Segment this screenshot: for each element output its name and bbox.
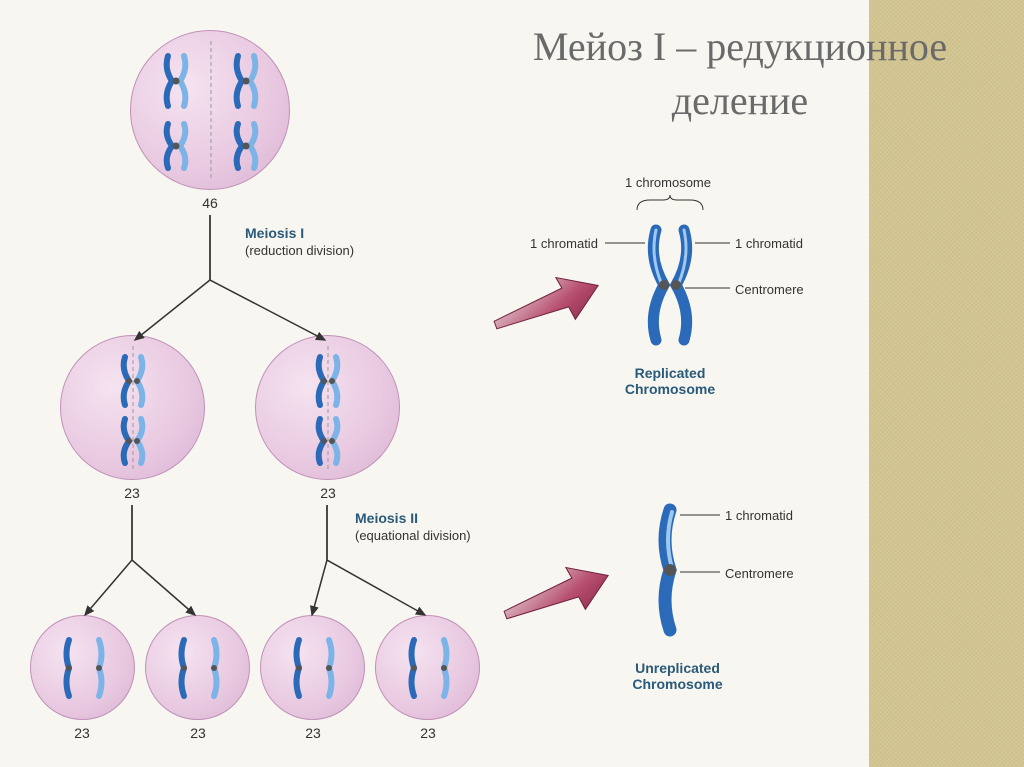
bottom-count-1: 23 <box>188 725 208 741</box>
mid-right-cell <box>255 335 400 480</box>
parent-cell <box>130 30 290 190</box>
bottom-count-0: 23 <box>72 725 92 741</box>
bottom-cell-3 <box>375 615 480 720</box>
bottom-cell-2 <box>260 615 365 720</box>
one-chromatid-left: 1 chromatid <box>530 236 598 251</box>
slide-title: Мейоз I – редукционное деление <box>520 20 960 128</box>
one-chromatid-single: 1 chromatid <box>725 508 793 523</box>
mid-right-count: 23 <box>318 485 338 501</box>
mid-left-cell <box>60 335 205 480</box>
unreplicated-title: Unreplicated Chromosome <box>610 660 745 692</box>
parent-count: 46 <box>200 195 220 211</box>
bottom-cell-0 <box>30 615 135 720</box>
replicated-chromosome-icon <box>610 210 730 360</box>
bottom-count-2: 23 <box>303 725 323 741</box>
mid-left-svg <box>61 336 206 481</box>
bracket-chromosome <box>635 195 705 215</box>
meiosis2-sub: (equational division) <box>355 528 471 543</box>
meiosis1-sub: (reduction division) <box>245 243 354 258</box>
centromere-label-1: Centromere <box>735 282 804 297</box>
mid-right-svg <box>256 336 401 481</box>
unreplicated-chromosome-icon <box>635 490 705 650</box>
parent-cell-svg <box>131 31 291 191</box>
one-chromatid-right: 1 chromatid <box>735 236 803 251</box>
centromere-label-2: Centromere <box>725 566 794 581</box>
meiosis2-title: Meiosis II <box>355 510 418 526</box>
diagram-area: Мейоз I – редукционное деление <box>0 0 869 767</box>
bottom-cell-1 <box>145 615 250 720</box>
meiosis1-title: Meiosis I <box>245 225 304 241</box>
replicated-title: Replicated Chromosome <box>610 365 730 397</box>
bottom-count-3: 23 <box>418 725 438 741</box>
mid-left-count: 23 <box>122 485 142 501</box>
one-chromosome-label: 1 chromosome <box>625 175 711 190</box>
